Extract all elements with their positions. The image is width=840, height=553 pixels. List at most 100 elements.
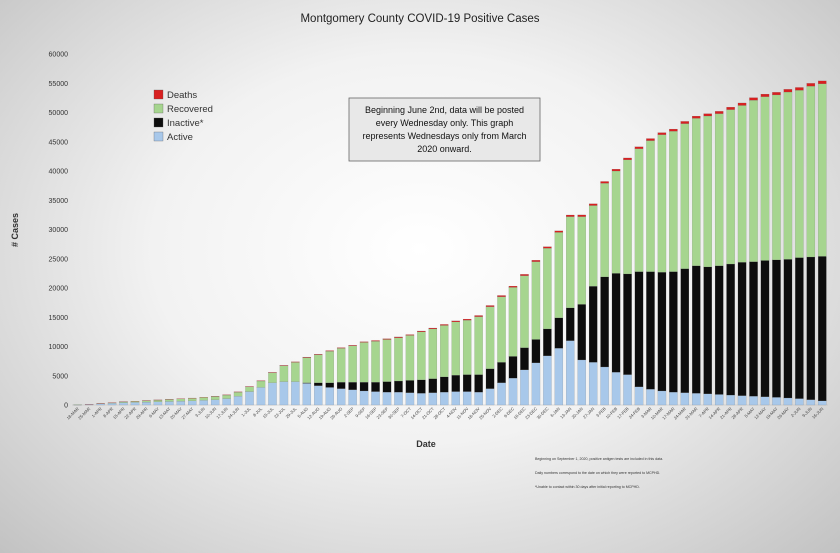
bar-deaths: [325, 350, 334, 352]
x-tick-label: 13-JAN: [559, 406, 572, 419]
bar-inactive: [737, 262, 747, 396]
bar-recovered: [176, 398, 186, 402]
bar-inactive: [657, 272, 667, 392]
bar-inactive: [623, 273, 632, 375]
bar-inactive: [497, 362, 506, 383]
x-tick-label: 3-JUN: [194, 406, 206, 418]
x-tick-label: 6-JAN: [549, 406, 561, 418]
bar-active: [566, 340, 575, 406]
chart-title: Montgomery County COVID-19 Positive Case…: [300, 13, 539, 25]
x-tick-label: 16-JUN: [811, 406, 825, 420]
bar-active: [588, 362, 598, 406]
x-tick-label: 9-JUN: [801, 406, 813, 418]
bar-active: [749, 396, 758, 406]
legend: Deaths Recovered Inactive* Active: [153, 89, 213, 143]
bar-recovered: [772, 94, 781, 260]
legend-swatch-inactive: [153, 117, 164, 128]
bar-deaths: [348, 345, 357, 346]
bar-deaths: [314, 354, 323, 355]
bar-inactive: [485, 368, 495, 389]
bar-active: [634, 386, 644, 406]
bar-deaths: [623, 157, 632, 160]
bar-recovered: [440, 325, 449, 377]
bar-inactive: [646, 271, 655, 390]
bar-recovered: [795, 90, 804, 258]
y-axis-ticks: 0 5000 10000 15000 20000 25000 30000 35000 40000…: [49, 52, 69, 410]
y-tick-label: 30000: [49, 227, 69, 234]
bar-active: [543, 355, 552, 406]
bar-recovered: [451, 321, 460, 376]
bar-active: [325, 387, 334, 406]
bar-recovered: [394, 337, 403, 382]
bar-recovered: [600, 183, 609, 277]
bar-inactive: [726, 263, 735, 396]
bar-active: [382, 392, 392, 406]
bar-recovered: [588, 205, 598, 287]
bar-deaths: [566, 214, 575, 217]
bar-deaths: [451, 320, 460, 323]
bar-deaths: [554, 230, 564, 233]
x-tick-label: 29-JUL: [284, 406, 298, 420]
bar-active: [107, 403, 117, 406]
bar-active: [348, 389, 357, 406]
bar-inactive: [818, 256, 827, 401]
bar-active: [680, 392, 690, 406]
bar-recovered: [737, 105, 747, 263]
bar-inactive: [554, 317, 564, 349]
x-tick-label: 26-MAY: [776, 406, 790, 420]
bar-inactive: [314, 382, 323, 386]
bar-inactive: [600, 276, 609, 368]
bar-recovered: [657, 134, 667, 273]
bar-recovered: [405, 335, 415, 381]
x-tick-label: 10-JUN: [204, 406, 218, 420]
bar-recovered: [199, 397, 208, 401]
bar-active: [520, 369, 529, 406]
bar-recovered: [520, 275, 529, 348]
bar-active: [737, 395, 747, 406]
bar-active: [142, 402, 151, 406]
bar-active: [669, 392, 678, 406]
bar-inactive: [359, 382, 369, 392]
bar-recovered: [566, 216, 575, 308]
bar-active: [806, 399, 816, 406]
bar-active: [818, 400, 827, 406]
bar-active: [291, 381, 300, 406]
bar-recovered: [783, 91, 793, 260]
bar-inactive: [325, 382, 334, 388]
bar-inactive: [451, 375, 460, 392]
bar-deaths: [508, 285, 518, 288]
y-tick-label: 25000: [49, 256, 69, 263]
bar-deaths: [394, 336, 403, 338]
x-axis-label: Date: [416, 439, 436, 449]
bar-deaths: [795, 87, 804, 91]
x-tick-label: 29-APR: [135, 406, 149, 420]
bar-active: [692, 393, 701, 406]
bar-active: [153, 401, 163, 406]
bar-recovered: [554, 232, 564, 318]
bar-active: [474, 392, 483, 406]
bar-recovered: [474, 316, 483, 375]
bar-inactive: [394, 380, 403, 393]
bar-inactive: [749, 261, 758, 397]
bar-active: [531, 362, 541, 406]
bar-inactive: [462, 374, 472, 392]
bar-inactive: [680, 268, 690, 393]
bar-deaths: [520, 274, 529, 276]
bar-recovered: [314, 354, 323, 383]
x-tick-label: 28-APR: [730, 406, 744, 420]
bar-deaths: [336, 347, 346, 349]
x-tick-label: 1-JUL: [240, 406, 252, 418]
y-tick-label: 55000: [49, 81, 69, 88]
bar-recovered: [485, 306, 495, 369]
bar-recovered: [680, 123, 690, 269]
x-tick-label: 20-JAN: [571, 406, 584, 419]
annotation-box: Beginning June 2nd, data will be posted …: [348, 97, 541, 162]
bars-group: [73, 80, 827, 406]
bar-active: [714, 394, 724, 406]
legend-swatch-deaths: [153, 89, 164, 100]
x-tick-label: 2-SEP: [343, 406, 355, 418]
bar-active: [577, 359, 586, 406]
x-tick-label: 24-JUN: [227, 406, 241, 420]
bar-active: [371, 391, 380, 406]
